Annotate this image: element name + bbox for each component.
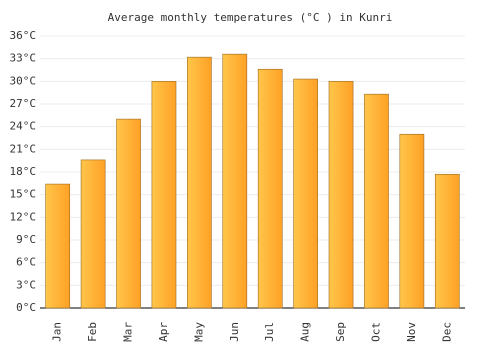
y-tick-label: 33°C [10, 52, 37, 65]
y-tick-label: 0°C [16, 301, 36, 314]
y-tick-label: 30°C [10, 74, 37, 87]
x-tick-label: Mar [122, 322, 135, 342]
bar [151, 81, 177, 309]
y-tick-label: 36°C [10, 29, 37, 42]
x-tick-label: Dec [440, 322, 453, 342]
bar [434, 173, 460, 309]
x-tick-label: Jan [51, 322, 64, 342]
y-tick-label: 21°C [10, 142, 37, 155]
x-tick-label: Sep [334, 322, 347, 342]
bar [80, 159, 106, 309]
x-tick-label: Jul [263, 322, 276, 342]
chart-title: Average monthly temperatures (°C ) in Ku… [108, 11, 393, 24]
bar [116, 118, 141, 309]
bar [257, 68, 283, 309]
bar [222, 53, 248, 309]
bar [45, 183, 71, 309]
bar [187, 56, 212, 309]
y-tick-label: 27°C [10, 97, 37, 110]
x-tick-label: Oct [369, 322, 382, 342]
x-tick-label: May [192, 322, 205, 342]
y-tick-label: 3°C [16, 278, 36, 291]
y-tick-label: 18°C [10, 165, 37, 178]
bar [293, 78, 318, 309]
x-tick-label: Nov [405, 322, 418, 342]
x-tick-label: Feb [86, 322, 99, 342]
bar [399, 133, 425, 309]
y-tick-label: 9°C [16, 233, 36, 246]
y-tick-label: 24°C [10, 120, 37, 133]
bar [328, 81, 354, 309]
x-tick-label: Aug [299, 322, 312, 342]
y-tick-label: 15°C [10, 188, 37, 201]
y-tick-label: 6°C [16, 256, 36, 269]
x-tick-label: Apr [157, 322, 170, 342]
x-tick-label: Jun [228, 322, 241, 342]
y-tick-label: 12°C [10, 210, 37, 223]
bar [364, 93, 389, 309]
